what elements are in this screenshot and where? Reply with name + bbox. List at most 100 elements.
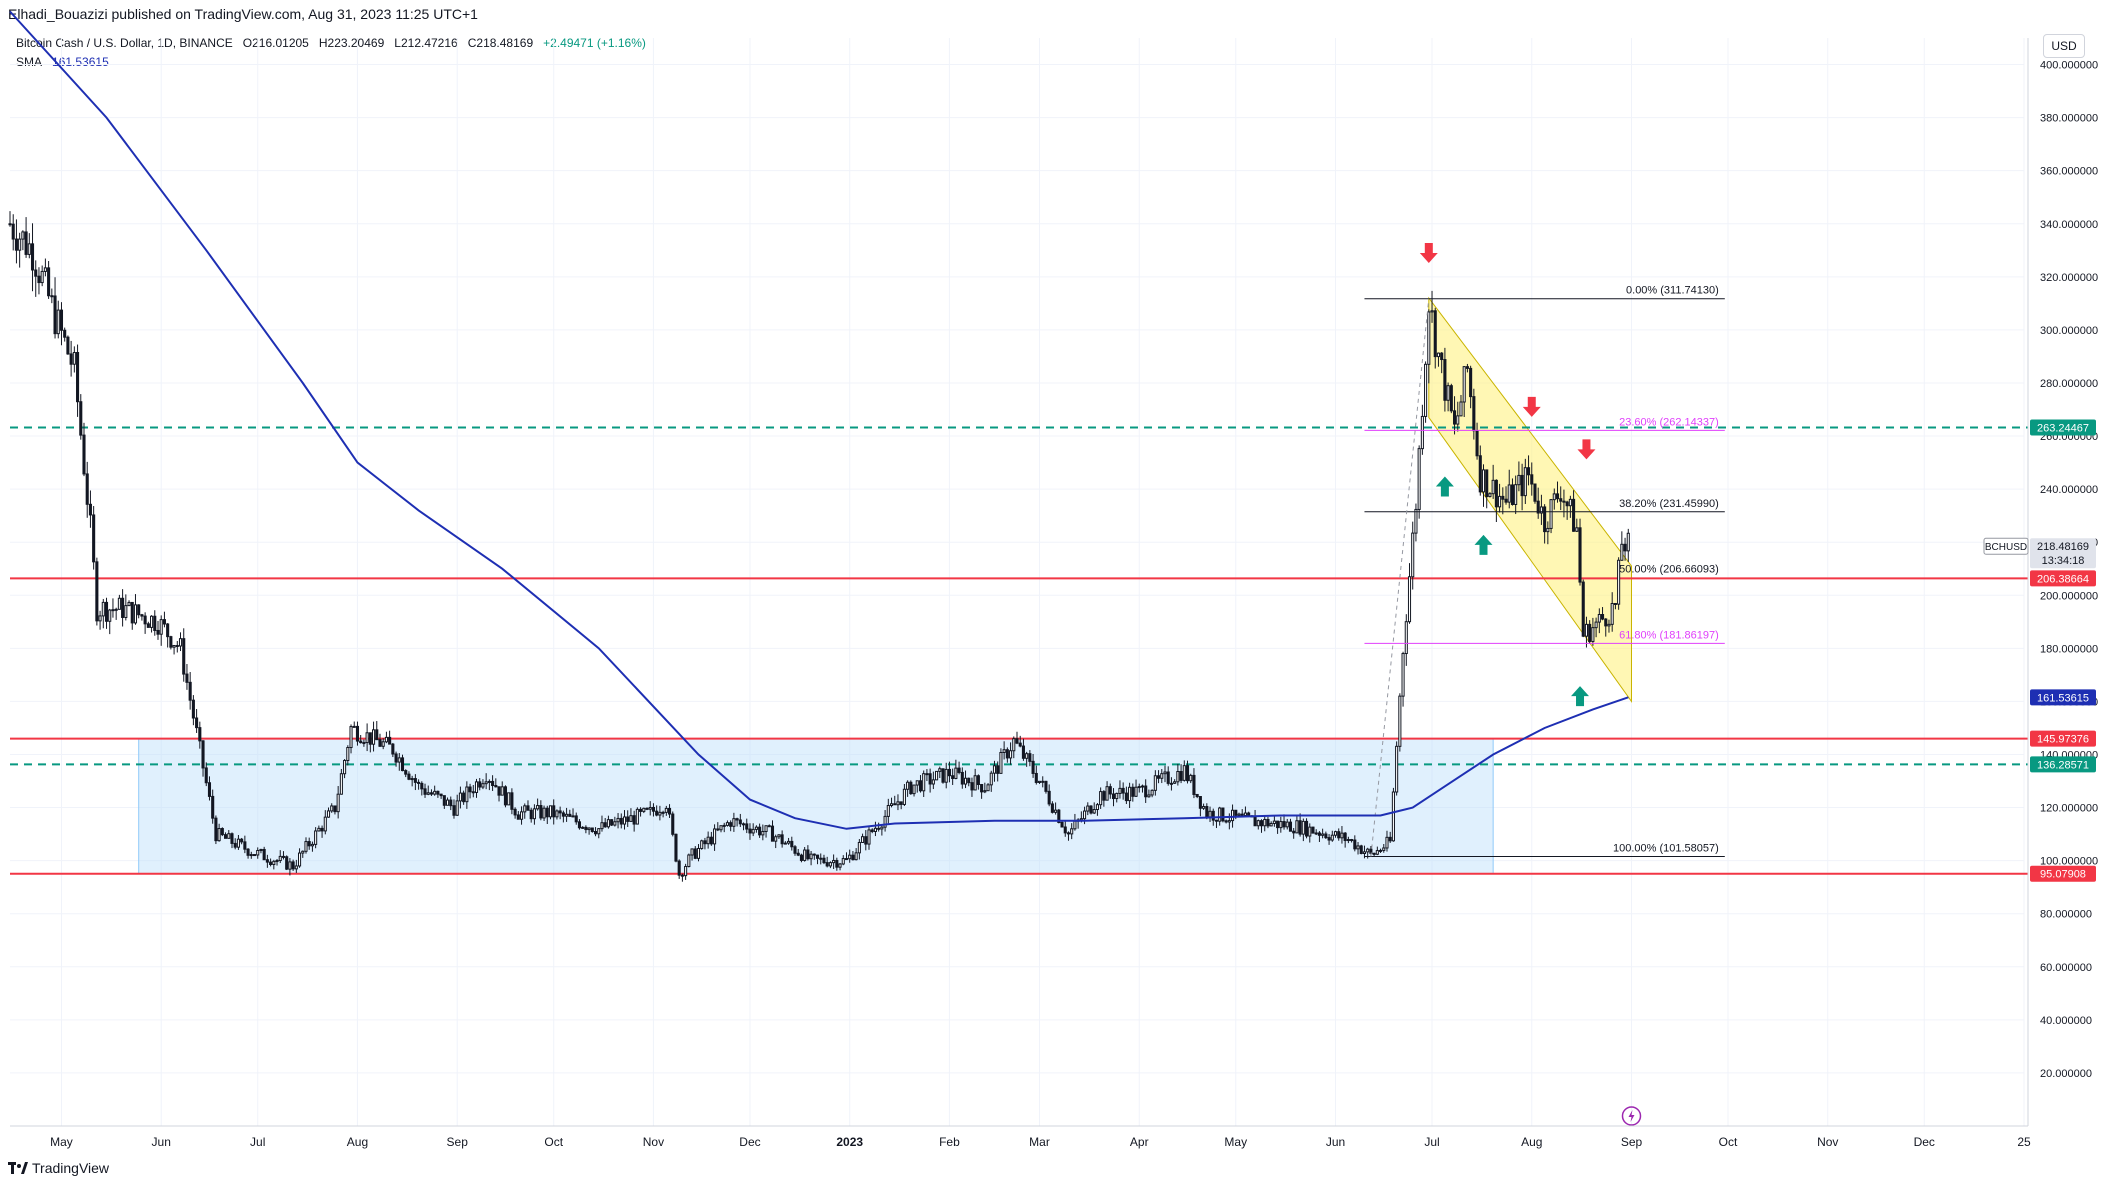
y-tick-label: 220.000000 [2040, 537, 2098, 549]
candle-body [88, 503, 92, 516]
candle-body [1488, 493, 1492, 498]
candle-body [915, 780, 919, 786]
candle-body [1227, 820, 1231, 823]
candle-body [346, 747, 350, 761]
candle-body [1266, 818, 1270, 827]
candle-body [1108, 786, 1112, 795]
symbol-tag-bg [1983, 537, 2029, 555]
candle-body [1115, 792, 1119, 800]
y-tick-label: 20.000000 [2040, 1068, 2092, 1080]
candle-body [983, 790, 987, 793]
candle-body [770, 825, 775, 842]
x-tick-label: Jul [250, 1135, 265, 1149]
candle-body [211, 795, 215, 819]
descending-channel [1428, 296, 1632, 703]
candle-body [85, 473, 89, 505]
candle-body [391, 743, 395, 755]
candle-body [812, 853, 816, 856]
candle-body [677, 860, 681, 876]
candle-body [108, 609, 112, 622]
candle-body [851, 854, 855, 861]
candle-body [1501, 495, 1505, 500]
candle-body [1530, 474, 1534, 485]
x-tick-label: 25 [2017, 1135, 2031, 1149]
candle-body [1391, 791, 1395, 842]
candle-body [687, 854, 691, 867]
candle-body [1610, 602, 1614, 625]
candle-body [684, 865, 688, 877]
candle-body [130, 601, 134, 624]
candle-body [198, 727, 202, 742]
candle-body [1079, 818, 1083, 821]
candle-body [1214, 819, 1219, 822]
candle-body [877, 827, 881, 830]
candle-body [1076, 819, 1080, 822]
candle-body [1034, 772, 1038, 783]
candle-body [140, 614, 144, 617]
currency-button[interactable]: USD [2043, 34, 2085, 58]
level-axis-label-bg [2030, 730, 2096, 747]
candle-body [14, 238, 18, 251]
candle-body [458, 792, 462, 802]
legend-symbol-row: Bitcoin Cash / U.S. Dollar, 1D, BINANCE … [16, 34, 646, 53]
candle-body [1234, 809, 1238, 816]
legend-symbol[interactable]: Bitcoin Cash / U.S. Dollar, 1D, BINANCE [16, 36, 233, 50]
candle-body [973, 775, 977, 791]
candle-body [1195, 793, 1199, 798]
candle-body [1430, 310, 1434, 313]
legend-sma-label[interactable]: SMA [16, 55, 43, 69]
candle-body [651, 806, 655, 812]
legend-change: +2.49471 (+1.16%) [543, 36, 646, 50]
x-tick-label: Oct [544, 1135, 563, 1149]
candle-body [72, 351, 76, 365]
level-axis-label: 95.07908 [2040, 869, 2086, 881]
candle-body [410, 778, 414, 781]
candle-body [1192, 774, 1196, 795]
candle-body [1333, 831, 1338, 836]
candle-body [1124, 792, 1128, 802]
candle-body [986, 784, 990, 792]
candle-body [169, 636, 173, 648]
candle-body [741, 823, 746, 826]
candle-body [1504, 498, 1508, 503]
candle-body [394, 753, 398, 763]
candle-body [1404, 621, 1408, 655]
candle-body [693, 848, 697, 859]
candle-body [1285, 821, 1289, 828]
candle-body [825, 862, 829, 867]
candle-body [95, 561, 99, 622]
candle-body [790, 840, 794, 848]
candle-body [928, 773, 932, 785]
candle-body [565, 813, 569, 817]
candle-body [1066, 832, 1071, 835]
candle-body [548, 805, 553, 818]
candle-body [519, 811, 524, 820]
footer-brand[interactable]: TradingView [8, 1160, 109, 1176]
candle-body [1279, 821, 1283, 829]
candle-body [1263, 818, 1267, 827]
candle-body [976, 775, 980, 786]
level-axis-label-bg [2030, 419, 2096, 436]
candle-body [56, 309, 60, 335]
candle-body [1607, 623, 1611, 627]
candle-body [925, 773, 929, 776]
candle-body [996, 765, 1000, 774]
candle-body [951, 775, 955, 779]
candle-body [1176, 771, 1180, 783]
candle-body [50, 295, 54, 298]
candle-body [236, 838, 240, 848]
candle-body [272, 860, 276, 866]
y-tick-label: 320.000000 [2040, 272, 2098, 284]
x-tick-label: Nov [1817, 1135, 1838, 1149]
candle-body [1353, 839, 1357, 850]
y-tick-label: 240.000000 [2040, 484, 2098, 496]
candle-body [1594, 621, 1598, 629]
candle-body [584, 826, 588, 831]
candle-body [754, 826, 758, 830]
x-tick-label: Oct [1719, 1135, 1738, 1149]
candle-body [510, 792, 514, 810]
candle-body [906, 781, 910, 790]
candle-body [729, 822, 733, 827]
candle-body [1047, 790, 1051, 805]
